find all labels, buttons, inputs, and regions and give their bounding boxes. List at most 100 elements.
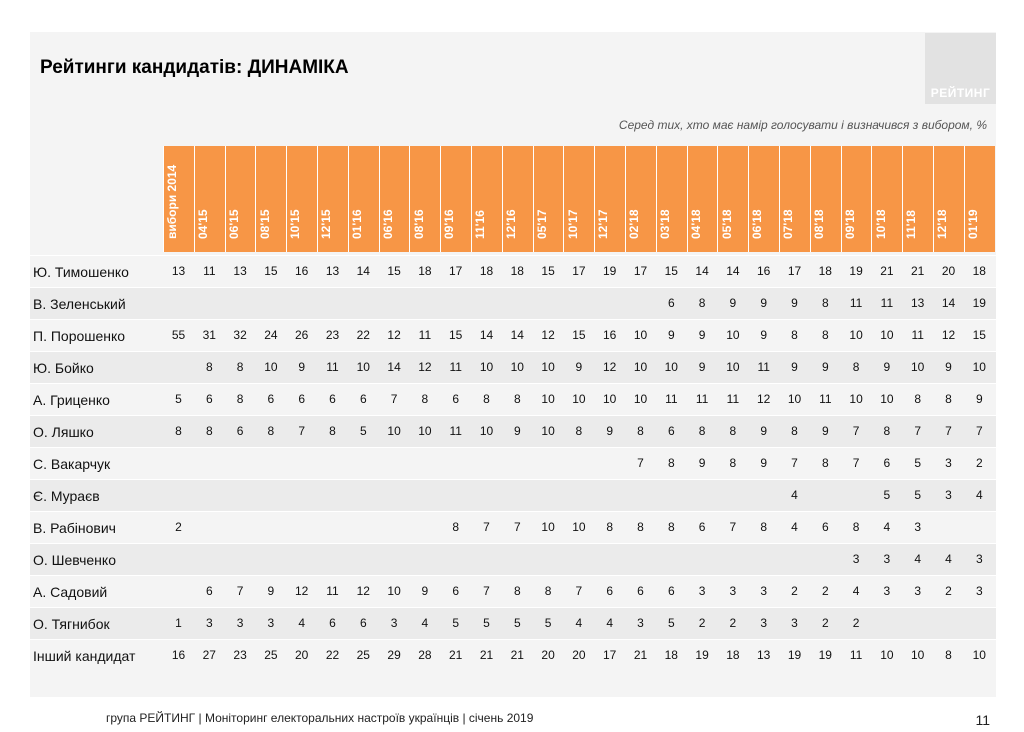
rating-cell: 11	[819, 392, 832, 406]
rating-cell: 9	[975, 392, 983, 406]
rating-cell: 11	[326, 584, 339, 598]
rating-cell: 10	[972, 360, 986, 374]
rating-cell: 10	[880, 392, 894, 406]
rating-cell: 9	[513, 424, 521, 438]
rating-cell: 3	[791, 616, 798, 630]
rating-cell: 3	[698, 584, 706, 598]
rating-cell: 8	[575, 424, 583, 438]
rating-cell: 3	[883, 584, 891, 598]
rating-cell: 11	[449, 360, 462, 374]
brand-logo: РЕЙТИНГ	[925, 33, 996, 104]
rating-cell: 13	[233, 264, 247, 278]
column-header-label: 08'15	[257, 209, 272, 239]
rating-cell: 10	[633, 360, 648, 374]
rating-cell: 8	[698, 296, 706, 310]
rating-cell: 7	[729, 520, 737, 534]
rating-cell: 9	[575, 360, 583, 374]
column-header: 10'17	[563, 146, 595, 252]
rating-cell: 10	[541, 360, 555, 374]
column-header: 12'16	[501, 146, 534, 252]
column-header-label: 10'18	[873, 209, 888, 239]
rating-cell: 7	[791, 456, 798, 470]
column-header: 05'17	[532, 146, 564, 252]
rating-cell: 5	[544, 616, 552, 630]
rating-cell: 6	[205, 584, 213, 598]
rating-cell: 3	[760, 584, 768, 598]
rating-cell: 8	[236, 392, 244, 406]
rating-cell: 19	[849, 264, 863, 278]
rating-cell: 21	[510, 648, 524, 662]
rating-cell: 13	[325, 264, 340, 278]
candidate-name: Ю. Бойко	[33, 360, 94, 376]
rating-cell: 8	[852, 360, 860, 374]
rating-cell: 3	[760, 616, 768, 630]
rating-cell: 2	[698, 616, 706, 630]
rating-cell: 7	[298, 424, 306, 438]
rating-cell: 6	[667, 584, 675, 598]
rating-cell: 10	[603, 392, 617, 406]
rating-cell: 10	[880, 328, 894, 342]
rating-cell: 3	[637, 616, 644, 630]
rating-cell: 14	[387, 360, 401, 374]
rating-cell: 18	[479, 264, 494, 278]
rating-cell: 32	[233, 328, 247, 342]
rating-cell: 10	[387, 424, 401, 438]
rating-cell: 6	[236, 424, 244, 438]
rating-cell: 13	[171, 264, 186, 278]
rating-cell: 3	[975, 584, 983, 598]
rating-cell: 7	[852, 456, 860, 470]
table-subtitle: Серед тих, хто має намір голосувати і ви…	[618, 118, 987, 132]
footer-text: група РЕЙТИНГ | Моніторинг електоральних…	[106, 711, 534, 725]
rating-cell: 9	[945, 360, 952, 374]
rating-cell: 13	[757, 648, 771, 662]
page-number: 11	[975, 712, 990, 728]
rating-cell: 5	[359, 424, 367, 438]
rating-cell: 21	[911, 264, 925, 278]
rating-cell: 2	[945, 584, 952, 598]
rating-cell: 15	[387, 264, 401, 278]
rating-cell: 21	[880, 264, 894, 278]
column-header-label: 10'15	[288, 209, 303, 239]
rating-cell: 4	[852, 584, 860, 598]
rating-cell: 9	[821, 360, 829, 374]
rating-cell: 10	[510, 360, 524, 374]
rating-cell: 9	[821, 424, 829, 438]
rating-cell: 10	[418, 424, 432, 438]
rating-cell: 24	[264, 328, 278, 342]
rating-cell: 21	[449, 648, 463, 662]
rating-cell: 12	[418, 360, 432, 374]
rating-cell: 9	[729, 296, 737, 310]
rating-cell: 7	[483, 520, 490, 534]
rating-cell: 14	[726, 264, 740, 278]
rating-cell: 9	[760, 456, 768, 470]
rating-cell: 4	[298, 616, 306, 630]
rating-cell: 18	[510, 264, 524, 278]
rating-cell: 15	[449, 328, 463, 342]
rating-cell: 16	[757, 264, 771, 278]
rating-cell: 15	[972, 328, 986, 342]
rating-cell: 11	[911, 328, 924, 342]
rating-cell: 9	[760, 328, 768, 342]
rating-cell: 17	[787, 264, 802, 278]
column-header-label: 09'18	[842, 209, 857, 239]
rating-cell: 8	[267, 424, 275, 438]
rating-cell: 8	[236, 360, 244, 374]
rating-cell: 15	[572, 328, 586, 342]
rating-cell: 9	[698, 360, 706, 374]
rating-cell: 9	[791, 360, 798, 374]
rating-cell: 20	[572, 648, 586, 662]
candidate-name: О. Ляшко	[33, 424, 94, 440]
rating-cell: 8	[421, 392, 429, 406]
rating-cell: 4	[791, 520, 798, 534]
rating-cell: 55	[171, 328, 186, 342]
rating-cell: 8	[483, 392, 490, 406]
rating-cell: 11	[695, 392, 709, 406]
rating-cell: 7	[483, 584, 490, 598]
rating-cell: 10	[726, 328, 740, 342]
rating-cell: 18	[418, 264, 432, 278]
column-header-label: 01'19	[965, 209, 980, 239]
rating-cell: 9	[298, 360, 306, 374]
rating-cell: 7	[945, 424, 952, 438]
rating-cell: 3	[852, 552, 860, 566]
rating-cell: 3	[205, 616, 213, 630]
